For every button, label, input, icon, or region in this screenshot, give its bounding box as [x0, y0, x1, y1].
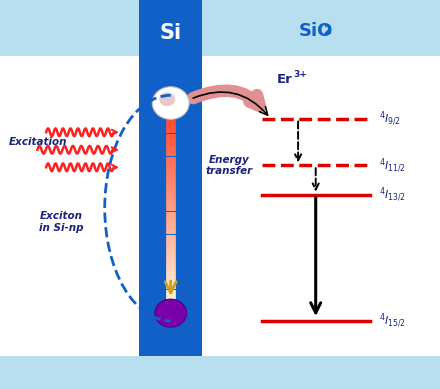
Circle shape — [159, 92, 175, 106]
Text: Excitation: Excitation — [9, 137, 67, 147]
FancyArrowPatch shape — [193, 91, 260, 106]
Bar — [139, 0, 202, 356]
Text: $^4I_{15/2}$: $^4I_{15/2}$ — [379, 312, 406, 330]
Text: Si: Si — [160, 23, 182, 43]
Circle shape — [155, 299, 187, 327]
Bar — [0, 356, 440, 389]
Text: $^4I_{11/2}$: $^4I_{11/2}$ — [379, 156, 406, 175]
Text: SiO: SiO — [299, 22, 334, 40]
Text: 3+: 3+ — [293, 70, 307, 79]
Text: Er: Er — [277, 73, 293, 86]
FancyArrowPatch shape — [193, 92, 268, 115]
Text: $^4I_{9/2}$: $^4I_{9/2}$ — [379, 109, 401, 128]
Text: $^4I_{13/2}$: $^4I_{13/2}$ — [379, 185, 406, 204]
Circle shape — [152, 87, 189, 119]
Text: Exciton
in Si-np: Exciton in Si-np — [39, 211, 84, 233]
Text: 2: 2 — [323, 25, 331, 37]
Text: Energy
transfer: Energy transfer — [205, 154, 253, 176]
Bar — [0, 0, 440, 56]
